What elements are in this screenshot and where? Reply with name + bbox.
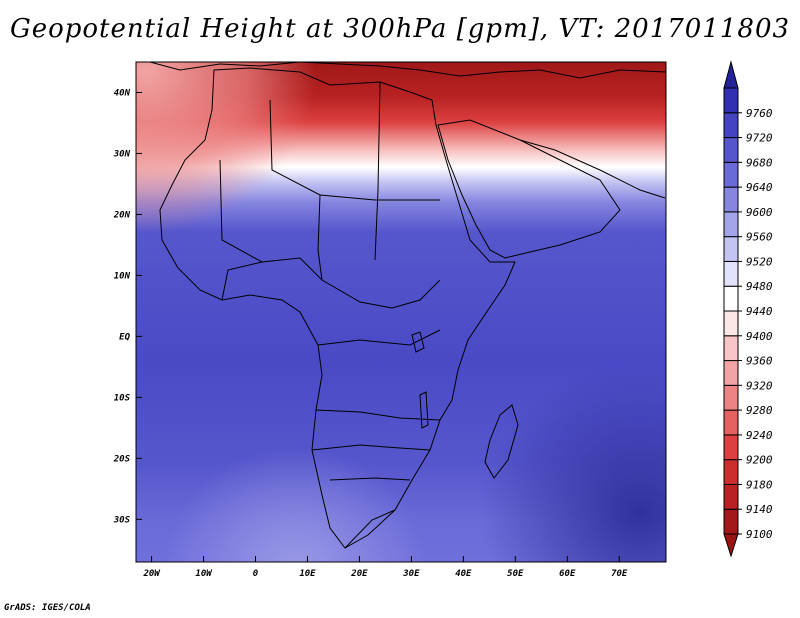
- lon-tick-label: 10W: [195, 569, 213, 579]
- colorbar-swatch: [723, 459, 739, 485]
- colorbar-label: 9680: [746, 156, 773, 169]
- colorbar-label: 9400: [746, 330, 773, 343]
- colorbar-swatch: [723, 434, 739, 461]
- lon-tick-label: 70E: [611, 569, 628, 579]
- colorbar-top-arrow: [723, 60, 739, 89]
- lon-tick-label: 20W: [142, 569, 161, 579]
- colorbar-label: 9720: [746, 132, 773, 145]
- colorbar-swatch: [723, 310, 739, 337]
- lon-tick-label: 40E: [455, 569, 472, 579]
- colorbar-label: 9440: [746, 305, 773, 318]
- colorbar-swatch: [723, 87, 739, 114]
- colorbar: 9100 9140 9180 9200 9240 9280 9320 9360 9400 9440…: [723, 60, 773, 558]
- colorbar-swatch: [723, 384, 739, 411]
- colorbar-label: 9600: [746, 206, 773, 219]
- colorbar-swatch: [723, 335, 739, 362]
- colorbar-swatch: [723, 137, 739, 163]
- colorbar-label: 9280: [746, 404, 773, 417]
- colorbar-bottom-arrow: [723, 533, 739, 558]
- lat-tick-label: 10S: [114, 393, 131, 403]
- lat-tick-label: 20S: [113, 454, 131, 464]
- longitude-axis: 20W 10W 0 10E 20E 30E 40E 50E 60E 70E: [142, 556, 628, 579]
- colorbar-label: 9520: [746, 255, 773, 268]
- colorbar-label: 9640: [746, 181, 773, 194]
- colorbar-label: 9140: [746, 503, 773, 516]
- colorbar-swatch: [723, 161, 739, 188]
- colorbar-label: 9200: [746, 454, 773, 467]
- colorbar-swatch: [723, 186, 739, 213]
- colorbar-label: 9360: [746, 355, 773, 368]
- plot-frame: [135, 61, 667, 563]
- colorbar-label: 9100: [746, 528, 773, 541]
- latitude-axis: 40N 30N 20N 10N EQ 10S 20S 30S: [113, 88, 142, 525]
- colorbar-swatch: [723, 285, 739, 312]
- lon-tick-label: 20E: [350, 569, 368, 579]
- lat-tick-label: 40N: [114, 88, 131, 98]
- colorbar-label: 9560: [746, 231, 773, 244]
- grads-credit: GrADS: IGES/COLA: [4, 603, 91, 613]
- colorbar-swatch: [723, 483, 739, 510]
- colorbar-label: 9320: [746, 379, 773, 392]
- lat-tick-label: 20N: [113, 210, 131, 220]
- map-title: Geopotential Height at 300hPa [gpm], VT:…: [9, 14, 791, 44]
- colorbar-swatch: [723, 211, 739, 238]
- lon-tick-label: 10E: [299, 569, 316, 579]
- height-field: [136, 62, 666, 562]
- lat-tick-label: 30N: [113, 149, 131, 159]
- colorbar-swatch: [723, 360, 739, 386]
- lon-tick-label: 50E: [507, 569, 524, 579]
- colorbar-label: 9240: [746, 429, 773, 442]
- lat-tick-label: 30S: [113, 515, 131, 525]
- colorbar-swatch: [723, 236, 739, 262]
- map-figure: 20W 10W 0 10E 20E 30E 40E 50E 60E 70E 40N 30N 20N 10…: [113, 60, 773, 579]
- colorbar-swatch: [723, 409, 739, 436]
- colorbar-swatch: [723, 260, 739, 287]
- colorbar-swatch: [723, 112, 739, 139]
- lon-tick-label: 30E: [402, 569, 420, 579]
- lat-tick-label: EQ: [119, 332, 130, 342]
- colorbar-label: 9760: [746, 107, 773, 120]
- coastlines: [149, 62, 666, 549]
- colorbar-label: 9480: [746, 280, 773, 293]
- lon-tick-label: 0: [253, 569, 259, 579]
- colorbar-swatch: [723, 508, 739, 535]
- lat-tick-label: 10N: [114, 271, 131, 281]
- lon-tick-label: 60E: [559, 569, 576, 579]
- colorbar-label: 9180: [746, 478, 773, 491]
